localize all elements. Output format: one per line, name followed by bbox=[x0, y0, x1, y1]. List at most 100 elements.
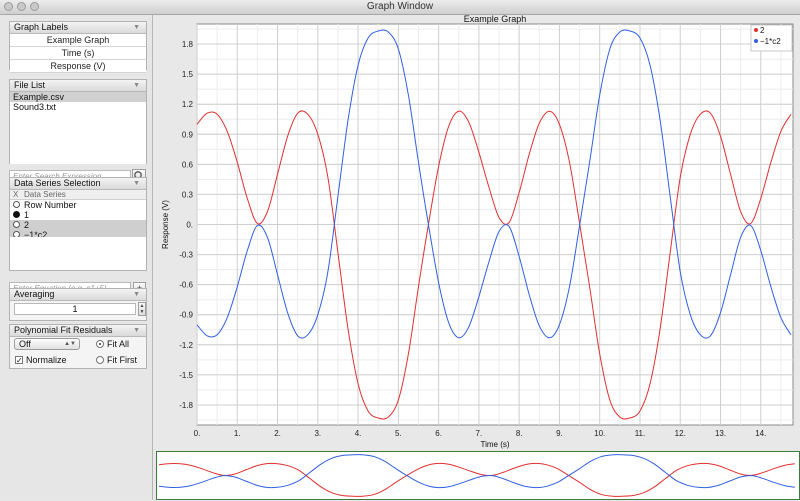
y-tick-label: 0. bbox=[186, 221, 193, 230]
series-label: −1*c2 bbox=[24, 230, 48, 240]
x-tick-label: 11. bbox=[635, 429, 646, 438]
data-series-column-header: X Data Series bbox=[10, 190, 146, 200]
x-tick-label: 6. bbox=[435, 429, 442, 438]
x-axis-label: Time (s) bbox=[480, 440, 509, 449]
column-x-label: X bbox=[13, 190, 19, 199]
collapse-triangle-icon[interactable]: ▼ bbox=[133, 82, 140, 89]
data-series-list: Row Number 1 2 −1*c2 bbox=[10, 200, 146, 240]
column-series-label: Data Series bbox=[24, 190, 66, 199]
main-chart[interactable]: 0. 1. 2. 3. 4. 5. 6. 7. 8. 9. 10. 11. 12. 13. 14. 1.8 1.… bbox=[156, 14, 800, 449]
select-arrows-icon: ▲▼ bbox=[64, 341, 76, 347]
y-axis-label: Response (V) bbox=[161, 200, 170, 249]
file-item[interactable]: Sound3.txt bbox=[13, 102, 57, 112]
y-tick-label: 1.5 bbox=[182, 70, 194, 79]
x-tick-label: 10. bbox=[594, 429, 605, 438]
y-tick-label: -1.8 bbox=[179, 401, 193, 410]
y-tick-label: 0.3 bbox=[182, 190, 194, 199]
x-tick-label: 7. bbox=[476, 429, 483, 438]
poly-fit-header[interactable]: Polynomial Fit Residuals ▼ bbox=[10, 325, 146, 337]
graph-labels-header[interactable]: Graph Labels ▼ bbox=[10, 22, 146, 34]
poly-fit-header-label: Polynomial Fit Residuals bbox=[14, 325, 113, 335]
file-list: Example.csv Sound3.txt bbox=[10, 92, 146, 164]
normalize-checkbox[interactable]: ✓ bbox=[15, 356, 23, 365]
poly-fit-selected-value: Off bbox=[19, 339, 31, 349]
y-tick-label: -1.5 bbox=[179, 371, 193, 380]
y-tick-label: 1.2 bbox=[182, 100, 194, 109]
graph-title-field[interactable]: Example Graph bbox=[10, 34, 146, 47]
y-tick-label: 1.8 bbox=[182, 40, 194, 49]
poly-fit-panel: Polynomial Fit Residuals ▼ Off ▲▼ Fit Al… bbox=[9, 324, 147, 369]
y-tick-label: -0.6 bbox=[179, 281, 193, 290]
poly-fit-order-select[interactable]: Off ▲▼ bbox=[14, 338, 80, 350]
y-tick-label: -0.9 bbox=[179, 311, 193, 320]
y-tick-label: -1.2 bbox=[179, 341, 193, 350]
overview-series-line-0 bbox=[158, 462, 795, 497]
legend-entry: −1*c2 bbox=[760, 37, 781, 46]
legend-marker bbox=[754, 39, 758, 43]
averaging-stepper[interactable]: ▲ ▼ bbox=[138, 302, 146, 316]
x-tick-label: 3. bbox=[314, 429, 321, 438]
graph-labels-panel: Graph Labels ▼ Example Graph Time (s) Re… bbox=[9, 21, 147, 73]
file-list-panel: File List ▼ Example.csv Sound3.txt bbox=[9, 79, 147, 164]
x-label-field[interactable]: Time (s) bbox=[10, 47, 146, 60]
legend-entry: 2 bbox=[760, 26, 765, 35]
collapse-triangle-icon[interactable]: ▼ bbox=[133, 327, 140, 334]
series-row-1[interactable]: 1 bbox=[10, 210, 146, 220]
series-label: 1 bbox=[24, 210, 30, 220]
series-line-1 bbox=[196, 29, 792, 339]
data-series-header[interactable]: Data Series Selection ▼ bbox=[10, 178, 146, 190]
graph-labels-header-label: Graph Labels bbox=[14, 22, 69, 32]
window-titlebar: Graph Window bbox=[0, 0, 800, 15]
averaging-panel: Averaging ▼ 1 ▲ ▼ bbox=[9, 288, 147, 321]
x-tick-label: 8. bbox=[516, 429, 523, 438]
fit-first-label: Fit First bbox=[107, 355, 137, 365]
y-tick-label: 0.9 bbox=[182, 130, 194, 139]
minimize-window-button[interactable] bbox=[17, 2, 26, 11]
x-radio[interactable] bbox=[13, 211, 20, 218]
x-tick-label: 13. bbox=[715, 429, 726, 438]
x-tick-label: 12. bbox=[675, 429, 686, 438]
series-line-0 bbox=[196, 110, 792, 420]
collapse-triangle-icon[interactable]: ▼ bbox=[133, 24, 140, 31]
series-label: Row Number bbox=[24, 200, 77, 210]
normalize-label: Normalize bbox=[26, 355, 67, 365]
series-row-2[interactable]: 2 bbox=[10, 220, 146, 230]
x-tick-label: 5. bbox=[395, 429, 402, 438]
x-tick-label: 14. bbox=[755, 429, 766, 438]
graph-area[interactable]: 0. 1. 2. 3. 4. 5. 6. 7. 8. 9. 10. 11. 12. 13. 14. 1.8 1.… bbox=[156, 14, 800, 449]
file-list-header-label: File List bbox=[14, 80, 46, 90]
overview-minimap[interactable] bbox=[156, 451, 800, 500]
averaging-header[interactable]: Averaging ▼ bbox=[10, 289, 146, 301]
data-series-panel: Data Series Selection ▼ X Data Series Ro… bbox=[9, 177, 147, 240]
x-radio[interactable] bbox=[13, 201, 20, 208]
sidebar: Graph Labels ▼ Example Graph Time (s) Re… bbox=[0, 15, 153, 500]
zoom-window-button[interactable] bbox=[30, 2, 39, 11]
close-window-button[interactable] bbox=[4, 2, 13, 11]
x-radio[interactable] bbox=[13, 221, 20, 228]
x-tick-label: 2. bbox=[274, 429, 281, 438]
file-list-header[interactable]: File List ▼ bbox=[10, 80, 146, 92]
averaging-value-field[interactable]: 1 bbox=[14, 303, 136, 315]
overview-series-line-1 bbox=[158, 454, 795, 489]
fit-first-radio[interactable] bbox=[96, 356, 104, 364]
data-series-header-label: Data Series Selection bbox=[14, 178, 101, 188]
y-tick-label: -0.3 bbox=[179, 251, 193, 260]
legend-marker bbox=[754, 28, 758, 32]
averaging-header-label: Averaging bbox=[14, 289, 55, 299]
y-tick-label: 0.6 bbox=[182, 160, 194, 169]
x-tick-label: 4. bbox=[355, 429, 362, 438]
fit-all-radio[interactable] bbox=[96, 340, 104, 348]
fit-all-label: Fit All bbox=[107, 339, 130, 349]
y-label-field[interactable]: Response (V) bbox=[10, 60, 146, 73]
x-tick-label: 1. bbox=[234, 429, 241, 438]
window-title: Graph Window bbox=[366, 1, 434, 12]
chart-title: Example Graph bbox=[464, 15, 527, 24]
collapse-triangle-icon[interactable]: ▼ bbox=[133, 180, 140, 187]
series-row-row-number[interactable]: Row Number bbox=[10, 200, 146, 210]
file-item[interactable]: Example.csv bbox=[10, 92, 146, 102]
legend: 2 −1*c2 bbox=[750, 24, 793, 52]
overview-chart[interactable] bbox=[157, 452, 799, 499]
collapse-triangle-icon[interactable]: ▼ bbox=[133, 291, 140, 298]
x-tick-label: 9. bbox=[556, 429, 563, 438]
series-label: 2 bbox=[24, 220, 30, 230]
